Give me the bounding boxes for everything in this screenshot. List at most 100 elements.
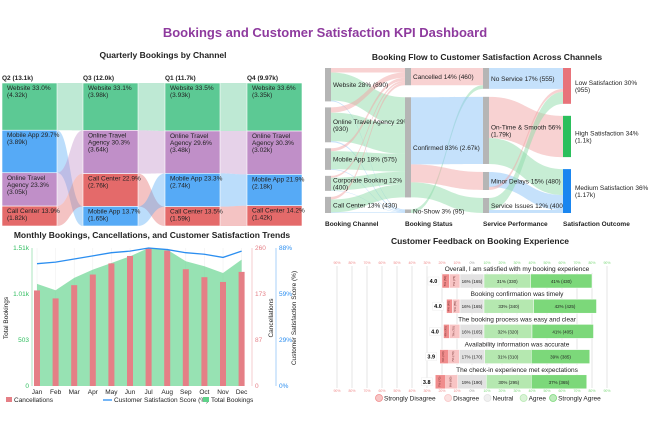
- legend-label: Strongly Agree: [558, 396, 601, 403]
- x-tick-label: Dec: [236, 389, 248, 396]
- axis-tick-label: 20%: [498, 389, 505, 393]
- segment-label: (3.89k): [7, 139, 27, 146]
- segment-label: 39% (385): [550, 355, 571, 360]
- node-label: No Service 17% (555): [491, 76, 555, 83]
- segment-label: 4% (40): [444, 326, 448, 337]
- segment-label: 7% (70): [451, 351, 455, 362]
- segment-label: (3.35k): [252, 92, 272, 99]
- axis-tick-label: 70%: [573, 261, 580, 265]
- mean-score-box: [432, 301, 444, 311]
- segment-label: (3.93k): [170, 92, 190, 99]
- channel-segment: [246, 174, 303, 206]
- axis-tick-label: 80%: [348, 261, 355, 265]
- segment-label: (1.59k): [170, 216, 190, 223]
- axis-tick-label: 10%: [483, 389, 490, 393]
- x-tick-label: Apr: [88, 389, 99, 396]
- question-label: The booking process was easy and clear: [458, 316, 577, 323]
- channel-ribbon: [57, 130, 83, 207]
- flow-link: [331, 72, 405, 113]
- quarter-label: Q3 (12.0k): [83, 75, 114, 82]
- segment-label: (4.32k): [7, 92, 27, 99]
- question-label: The check-in experience met expectations: [456, 367, 579, 374]
- segment-label: (1.82k): [7, 215, 27, 222]
- sankey-node: [405, 97, 411, 198]
- channel-segment: [82, 82, 139, 131]
- stage-label: Satisfaction Outcome: [563, 221, 630, 228]
- quarter-label: Q2 (13.1k): [2, 75, 33, 82]
- axis-tick-label: 260: [255, 245, 266, 252]
- quarter-label: Q1 (11.7k): [165, 75, 196, 82]
- axis-tick-label: 60%: [378, 261, 385, 265]
- axis-tick-label: 50%: [393, 389, 400, 393]
- segment-label: (2.18k): [252, 183, 272, 190]
- flow-link: [411, 96, 483, 165]
- flow-link: [331, 68, 405, 73]
- segment-label: 16% (165): [462, 329, 483, 334]
- question-label-bg: [455, 364, 579, 374]
- sankey-node: [325, 196, 331, 213]
- legend-label: Cancellations: [14, 397, 54, 404]
- stage-label: Booking Status: [405, 221, 453, 228]
- axis-tick-label: 20%: [438, 261, 445, 265]
- x-tick-label: Oct: [199, 389, 209, 396]
- axis-tick-label: 40%: [408, 389, 415, 393]
- channel-ribbon: [57, 130, 83, 226]
- question-label: Availability information was accurate: [465, 342, 570, 349]
- axis-tick-label: 0: [25, 383, 29, 390]
- segment-label: Mobile App 29.7%: [7, 132, 60, 139]
- axis-tick-label: 80%: [588, 389, 595, 393]
- legend-label: Disagree: [453, 396, 479, 403]
- question-label: Overall, I am satisfied with my booking …: [445, 266, 590, 273]
- x-tick-label: May: [105, 389, 118, 396]
- channel-segment: [164, 173, 221, 207]
- segment-label: 30% (295): [498, 380, 519, 385]
- legend-face-icon: [519, 394, 528, 402]
- axis-title: Customer Satisfaction Score (%): [291, 271, 298, 365]
- cancellations-bar: [52, 298, 59, 386]
- node-label: Service Issues 12% (400): [491, 203, 565, 210]
- mean-score: 4.0: [431, 329, 439, 335]
- segment-label: (1.65k): [88, 215, 108, 222]
- node-label: Online Travel Agency 29%: [333, 119, 409, 126]
- legend-face-icon: [549, 394, 557, 402]
- node-label: (400): [333, 184, 348, 191]
- flow-link: [489, 171, 563, 210]
- channel-ribbon: [138, 173, 165, 226]
- flow-link: [489, 209, 563, 213]
- node-label: High Satisfaction 34%: [575, 130, 639, 137]
- segment-label: 7% (70): [452, 326, 456, 337]
- node-label: Medium Satisfaction 36%: [575, 185, 649, 192]
- axis-tick-label: 80%: [588, 261, 595, 265]
- segment-label: 4% (40): [447, 301, 451, 312]
- axis-title: Total Bookings: [3, 296, 10, 339]
- flow-link: [331, 184, 405, 213]
- axis-title: Cancellations: [268, 298, 275, 338]
- axis-tick-label: 30%: [513, 261, 520, 265]
- segment-label: (3.48k): [170, 147, 190, 154]
- sankey-node: [405, 68, 411, 86]
- segment-label: (3.02k): [252, 147, 272, 154]
- axis-tick-label: 88%: [279, 245, 292, 252]
- sankey-node: [483, 171, 489, 190]
- channel-ribbon: [57, 83, 83, 131]
- axis-tick-label: 1.01k: [13, 291, 30, 298]
- legend-label: Total Bookings: [211, 397, 254, 404]
- legend-label: Neutral: [493, 396, 515, 403]
- axis-tick-label: 59%: [279, 291, 292, 298]
- sankey-node: [563, 115, 571, 158]
- mean-score-box: [421, 377, 433, 387]
- likert-segment: [533, 298, 597, 314]
- axis-tick-label: 30%: [423, 261, 430, 265]
- question-label-bg: [458, 314, 576, 324]
- axis-tick-label: 30%: [423, 389, 430, 393]
- axis-tick-label: 70%: [363, 389, 370, 393]
- node-label: Cancelled 14% (460): [413, 74, 474, 81]
- axis-tick-label: 60%: [558, 389, 565, 393]
- segment-label: Website 33.5%: [170, 85, 214, 92]
- segment-label: Agency 30.3%: [88, 139, 130, 146]
- sankey-node: [405, 209, 411, 213]
- segment-label: 31% (310): [498, 355, 519, 360]
- legend-label: Agree: [529, 396, 547, 403]
- channel-ribbon: [220, 83, 247, 132]
